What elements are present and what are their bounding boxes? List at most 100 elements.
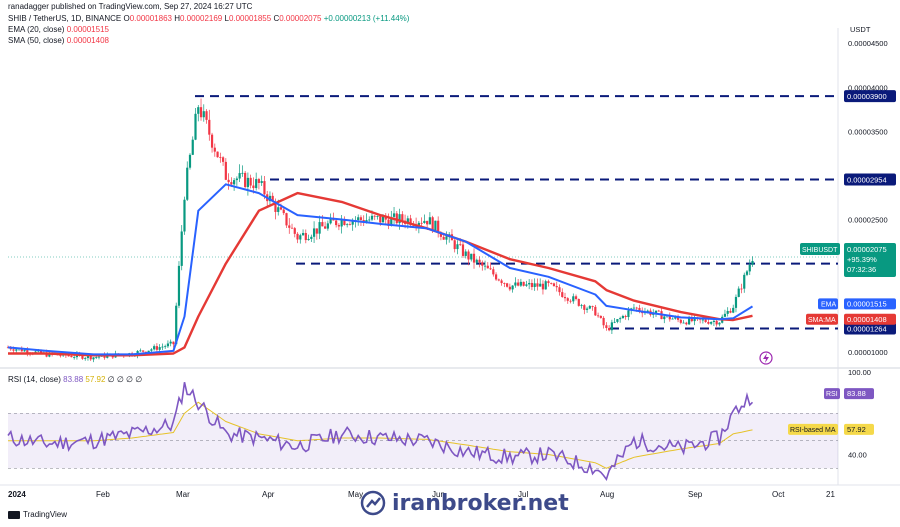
ema-tag-label: EMA [821, 301, 837, 308]
candle-body [654, 310, 658, 314]
candle-body [497, 279, 500, 281]
rsi-tick-label: 40.00 [848, 451, 867, 460]
sma-tag [806, 313, 838, 325]
candle-body [704, 319, 707, 322]
candle-body [95, 357, 98, 358]
candle-body [202, 111, 205, 118]
candle-body [434, 220, 437, 231]
candle-body [737, 288, 740, 297]
candle-body [59, 355, 62, 357]
candle-body [387, 219, 390, 226]
candle-body [210, 134, 214, 148]
candle-body [86, 355, 90, 359]
candle-body [530, 282, 534, 288]
candle-body [701, 319, 704, 321]
candle-body [555, 286, 558, 288]
candle-body [183, 199, 186, 232]
time-axis-label: Jul [518, 490, 528, 499]
price-tick-label: 0.00003500 [848, 127, 888, 136]
candle-body [544, 281, 547, 290]
rsi-ma-legend-value: 57.92 [85, 375, 106, 384]
candle-body [70, 355, 73, 358]
candle-body [279, 207, 283, 210]
candle-body [282, 209, 285, 214]
ohlc-open: 0.00001863 [129, 14, 172, 23]
candle-body [503, 283, 506, 284]
candle-body [172, 341, 175, 345]
candle-body [613, 321, 616, 323]
candle-body [718, 322, 721, 325]
candle-body [550, 283, 553, 284]
candle-body [255, 179, 258, 189]
candle-body [417, 222, 420, 227]
rsi-tag [824, 388, 840, 400]
candle-body [638, 307, 641, 311]
candle-body [646, 310, 649, 312]
candle-body [357, 217, 360, 221]
candle-body [197, 107, 200, 114]
candle-body [89, 355, 92, 360]
candle-body [558, 287, 561, 293]
rsi-legend[interactable]: RSI (14, close) 83.88 57.92 ∅ ∅ ∅ ∅ [8, 375, 143, 384]
candle-body [373, 215, 376, 217]
ema-legend[interactable]: EMA (20, close) 0.00001515 [8, 25, 109, 34]
candle-body [296, 233, 299, 240]
candle-body [164, 346, 167, 348]
candle-body [290, 227, 294, 229]
sma-tag-label: SMA:MA [808, 317, 836, 324]
candle-body [522, 281, 525, 286]
candle-body [155, 346, 159, 350]
candle-body [461, 244, 465, 256]
candle-body [169, 341, 172, 344]
candle-body [73, 357, 76, 358]
candle-body [710, 321, 713, 324]
candle-body [508, 286, 511, 290]
candle-body [740, 288, 743, 290]
candle-body [547, 281, 550, 284]
candle-body [517, 282, 520, 286]
candle-body [594, 306, 597, 316]
candle-body [657, 310, 660, 312]
symbol-badge [800, 243, 840, 256]
time-axis-label: Sep [688, 490, 703, 499]
candle-body [541, 283, 545, 290]
ohlc-high: 0.00002169 [179, 14, 223, 23]
time-axis-label: Jun [432, 490, 445, 499]
candle-body [596, 315, 600, 317]
candle-body [525, 284, 528, 286]
candle-body [260, 181, 263, 183]
candle-body [734, 296, 738, 308]
candle-body [92, 357, 95, 360]
candle-body [395, 213, 398, 224]
candle-body [748, 264, 751, 272]
candle-body [483, 265, 487, 267]
candle-body [712, 320, 716, 322]
candle-body [577, 299, 580, 306]
candle-body [572, 296, 575, 302]
candle-body [690, 317, 693, 322]
candle-body [723, 313, 727, 317]
tradingview-footer[interactable]: TradingView [8, 510, 67, 519]
candle-body [221, 157, 225, 162]
candle-body [428, 217, 431, 225]
symbol-name: SHIB / TetherUS, 1D, BINANCE [8, 14, 122, 23]
price-badge-line: 07:32:36 [847, 265, 876, 274]
watermark-text: iranbroker.net [392, 490, 569, 516]
ema-tag [818, 298, 838, 310]
candle-body [456, 244, 459, 250]
candle-body [715, 320, 718, 325]
candle-body [619, 318, 622, 320]
candle-body [368, 219, 371, 221]
sma-legend[interactable]: SMA (50, close) 0.00001408 [8, 36, 109, 45]
candle-body [186, 167, 189, 200]
candle-body [315, 228, 318, 234]
candle-body [194, 113, 197, 140]
candle-body [219, 157, 222, 159]
candle-body [561, 292, 564, 297]
candle-body [139, 350, 142, 352]
candle-body [676, 317, 680, 320]
level-badge-label: 0.00003900 [847, 92, 887, 101]
rsi-ma-tag-label: RSI-based MA [790, 427, 836, 434]
candle-body [384, 216, 387, 220]
candle-body [97, 356, 101, 358]
